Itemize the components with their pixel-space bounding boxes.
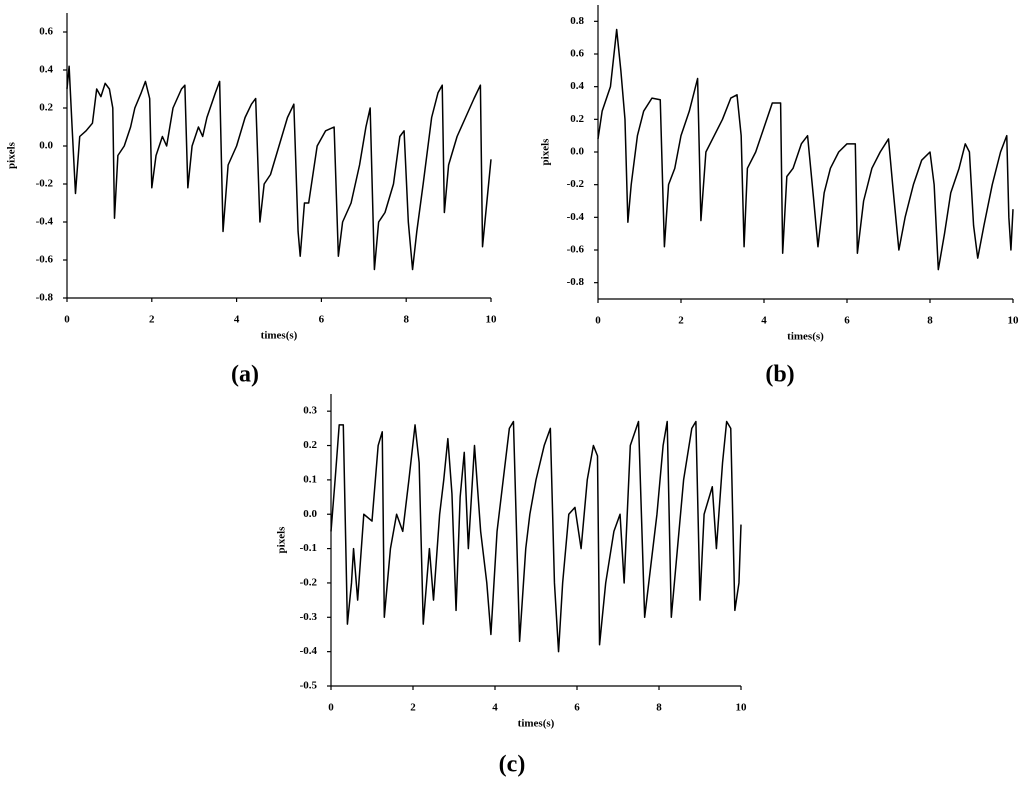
y-tick-label: -0.1 — [300, 542, 317, 554]
y-tick-label: 0.2 — [303, 439, 317, 451]
x-tick-label: 2 — [678, 315, 684, 327]
y-tick-label: 0.3 — [303, 405, 317, 417]
y-tick-label: 0.2 — [39, 102, 53, 114]
data-line — [597, 28, 1014, 271]
y-tick-label: -0.2 — [36, 178, 54, 190]
y-axis-label: pixels — [6, 141, 18, 169]
y-tick-label: 0.0 — [303, 508, 317, 520]
x-axis-label: times(s) — [518, 718, 555, 730]
y-tick-label: 0.4 — [39, 64, 53, 76]
x-tick-label: 2 — [410, 702, 416, 714]
x-tick-label: 4 — [492, 702, 498, 714]
caption: (c) — [499, 752, 526, 778]
data-line — [66, 65, 492, 271]
caption: (b) — [765, 362, 794, 388]
y-tick-label: -0.8 — [567, 276, 585, 288]
y-tick-label: -0.2 — [567, 178, 585, 190]
data-line — [330, 420, 742, 653]
x-tick-label: 2 — [149, 314, 155, 326]
x-tick-label: 0 — [595, 315, 601, 327]
x-tick-label: 10 — [736, 702, 748, 714]
y-tick-label: -0.8 — [36, 292, 54, 304]
caption: (a) — [231, 362, 259, 388]
y-tick-label: 0.1 — [303, 473, 317, 485]
y-axis-label: pixels — [276, 526, 288, 554]
y-tick-label: 0.4 — [570, 80, 584, 92]
y-tick-label: -0.5 — [300, 680, 318, 692]
x-tick-label: 4 — [761, 315, 767, 327]
y-tick-label: 0.2 — [570, 113, 584, 125]
y-tick-label: 0.6 — [39, 26, 53, 38]
y-tick-label: 0.6 — [570, 48, 584, 60]
y-tick-label: -0.6 — [567, 244, 585, 256]
y-tick-label: -0.4 — [300, 645, 318, 657]
x-tick-label: 0 — [64, 314, 70, 326]
x-axis-label: times(s) — [787, 331, 824, 343]
y-tick-label: 0.8 — [570, 15, 584, 27]
x-tick-label: 10 — [486, 314, 498, 326]
x-tick-label: 6 — [319, 314, 325, 326]
y-tick-label: -0.6 — [36, 254, 54, 266]
y-tick-label: -0.4 — [36, 216, 54, 228]
y-tick-label: 0.0 — [570, 146, 584, 158]
x-tick-label: 8 — [403, 314, 409, 326]
y-tick-label: -0.4 — [567, 211, 585, 223]
x-tick-label: 8 — [927, 315, 933, 327]
x-tick-label: 0 — [328, 702, 334, 714]
x-tick-label: 10 — [1008, 315, 1020, 327]
y-tick-label: -0.3 — [300, 611, 318, 623]
x-tick-label: 4 — [234, 314, 240, 326]
y-axis-label: pixels — [540, 138, 552, 166]
x-tick-label: 6 — [574, 702, 580, 714]
x-tick-label: 6 — [844, 315, 850, 327]
y-tick-label: 0.0 — [39, 140, 53, 152]
y-tick-label: -0.2 — [300, 576, 318, 588]
x-axis-label: times(s) — [261, 330, 298, 342]
x-tick-label: 8 — [656, 702, 662, 714]
